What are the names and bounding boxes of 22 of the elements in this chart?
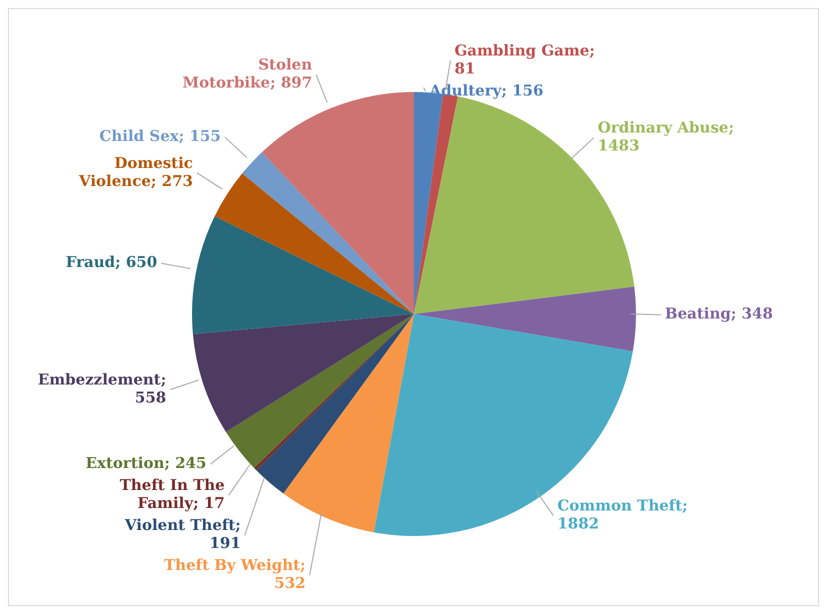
- pie-slice: [283, 314, 414, 532]
- slice-label: Theft By Weight; 532: [164, 556, 306, 592]
- slice-label: Extortion; 245: [86, 454, 206, 472]
- pie-slice: [242, 152, 414, 314]
- slice-label: Theft In The Family; 17: [120, 476, 225, 512]
- slice-label: Common Theft; 1882: [557, 496, 688, 533]
- slice-label: Stolen Motorbike; 897: [182, 56, 312, 92]
- pie-slice: [192, 314, 414, 432]
- pie-slice: [192, 216, 414, 334]
- pie-slice: [374, 314, 633, 536]
- slice-label: Fraud; 650: [66, 253, 158, 272]
- slice-label: Ordinary Abuse; 1483: [598, 118, 734, 155]
- pie-slice: [414, 286, 636, 352]
- pie-slice: [262, 92, 414, 314]
- slice-label: Gambling Game; 81: [454, 41, 595, 78]
- slice-label: Violent Theft; 191: [124, 516, 241, 552]
- slice-label: Embezzlement; 558: [38, 370, 166, 407]
- pie-slice: [214, 173, 414, 314]
- pie-slice: [226, 314, 414, 468]
- slice-label: Beating; 348: [664, 304, 773, 323]
- slice-label: Child Sex; 155: [99, 127, 221, 146]
- slice-label: Domestic Violence; 273: [78, 154, 193, 190]
